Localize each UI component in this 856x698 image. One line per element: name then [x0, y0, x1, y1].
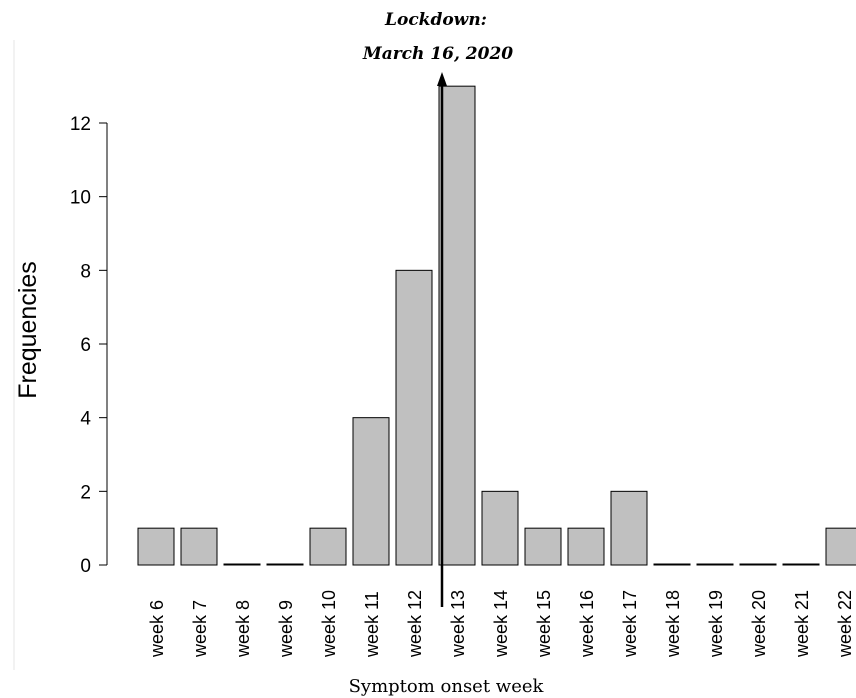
bar-week-13: [438, 85, 476, 566]
bar-week-14: [481, 490, 519, 566]
x-tick-label: week 20: [749, 590, 769, 658]
y-tick-label: 2: [80, 482, 91, 503]
bar-week-12: [395, 269, 433, 566]
x-tick-labels: week 6 week 7 week 8 week 9 week 10 week 11 we…: [147, 590, 855, 658]
y-tick-label: 4: [80, 409, 91, 430]
x-tick-label: week 21: [792, 590, 812, 658]
x-tick-label: week 6: [147, 600, 167, 658]
y-axis: 0 2 4 6 8 10 12: [70, 114, 108, 577]
lockdown-annotation: Lockdown: March 16, 2020: [362, 10, 513, 607]
bar-week-15: [524, 527, 562, 566]
x-axis-label: Symptom onset week: [349, 676, 545, 697]
bar-week-20: [739, 563, 777, 566]
x-tick-label: week 13: [448, 590, 468, 658]
bar-week-8: [223, 563, 261, 566]
x-tick-label: week 8: [233, 600, 253, 658]
x-tick-label: week 11: [362, 591, 382, 658]
x-tick-label: week 14: [491, 590, 511, 658]
bar-week-19: [696, 563, 734, 566]
y-tick-label: 8: [80, 261, 91, 282]
x-tick-label: week 18: [663, 590, 683, 658]
bar-week-6: [137, 527, 175, 566]
y-tick-label: 6: [80, 335, 91, 356]
bar-week-18: [653, 563, 691, 566]
x-tick-label: week 9: [276, 600, 296, 658]
bar-week-7: [180, 527, 218, 566]
bar-week-10: [309, 527, 347, 566]
x-tick-label: week 12: [405, 590, 425, 658]
y-tick-label: 0: [80, 556, 91, 577]
bars: [137, 85, 856, 566]
bar-week-11: [352, 417, 390, 566]
lockdown-annotation-date: March 16, 2020: [362, 44, 513, 64]
y-axis-label: Frequencies: [14, 261, 42, 399]
bar-week-9: [266, 563, 304, 566]
lockdown-arrow-head: [437, 72, 447, 86]
bar-week-21: [782, 563, 820, 566]
x-tick-label: week 19: [706, 590, 726, 658]
x-tick-label: week 10: [319, 590, 339, 658]
y-tick-label: 10: [70, 188, 91, 209]
bar-week-16: [567, 527, 605, 566]
x-tick-label: week 15: [534, 590, 554, 658]
x-tick-label: week 17: [620, 590, 640, 658]
y-tick-label: 12: [70, 114, 91, 135]
lockdown-annotation-title: Lockdown:: [384, 10, 487, 30]
bar-week-22: [825, 527, 856, 566]
x-tick-label: week 16: [577, 590, 597, 658]
x-tick-label: week 7: [190, 600, 210, 658]
bar-week-17: [610, 490, 648, 566]
x-tick-label: week 22: [835, 590, 855, 658]
